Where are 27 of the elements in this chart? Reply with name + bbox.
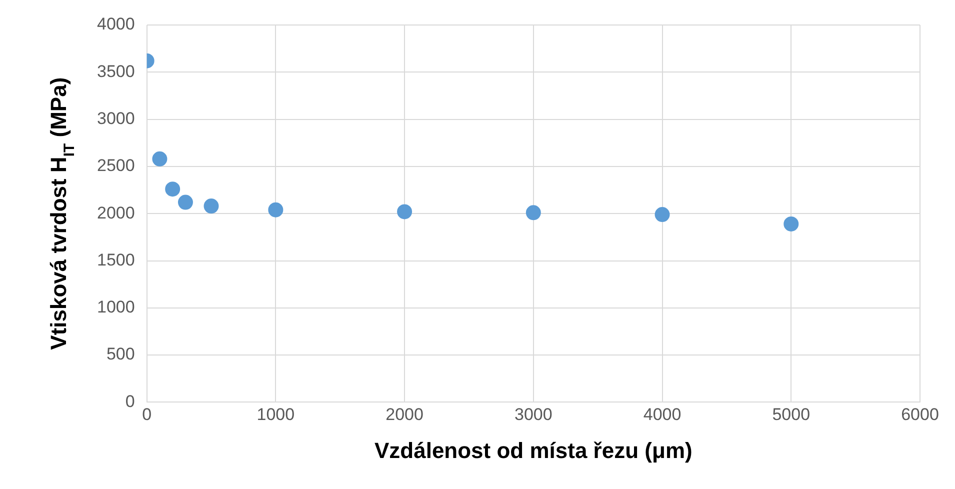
point xyxy=(178,194,193,210)
point xyxy=(654,207,670,222)
x-tick-label: 2000 xyxy=(386,405,424,424)
x-tick-label: 3000 xyxy=(514,405,552,424)
y-tick-label: 2000 xyxy=(96,203,135,222)
point xyxy=(165,182,180,197)
y-tick-label: 3000 xyxy=(96,108,135,128)
y-tick-label: 1500 xyxy=(96,250,135,270)
x-tick-label: 1000 xyxy=(256,405,295,424)
y-tick-label: 3500 xyxy=(96,62,135,81)
y-tick-label: 2500 xyxy=(96,156,135,176)
x-tick-label: 6000 xyxy=(901,405,939,424)
x-axis-title: Vzdálenost od místa řezu (μm) xyxy=(374,438,692,463)
point xyxy=(152,151,168,166)
point xyxy=(268,202,284,218)
point xyxy=(784,216,799,232)
x-tick-label: 4000 xyxy=(643,405,682,424)
y-tick-label: 4000 xyxy=(96,14,135,34)
x-tick-label: 0 xyxy=(142,405,152,424)
y-tick-label: 1000 xyxy=(96,298,135,317)
y-axis-title: Vtisková tvrdost HIT (MPa) xyxy=(46,77,78,350)
x-tick-label: 5000 xyxy=(772,405,810,424)
y-tick-label: 0 xyxy=(125,392,135,411)
point xyxy=(526,205,541,220)
y-tick-label: 500 xyxy=(106,344,135,364)
point xyxy=(397,204,412,220)
point xyxy=(204,198,219,214)
